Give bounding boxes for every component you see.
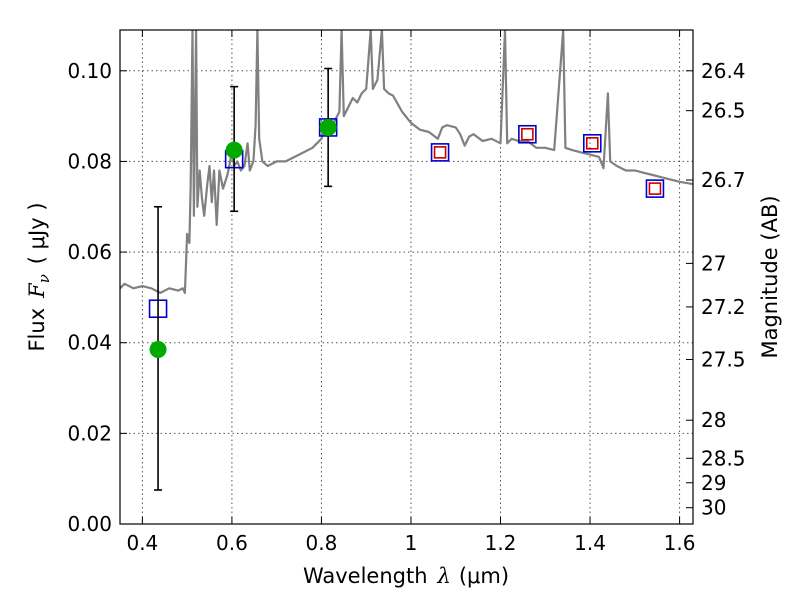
nir-photometry-square [585,137,599,150]
model-photometry-square [430,143,450,162]
magnitude-tick-label: 27.5 [701,347,746,371]
x-axis-title: Wavelength λ (μm) [303,564,509,588]
magnitude-tick-label: 28 [701,408,726,432]
grid [120,30,693,525]
y-tick-label: 0.04 [67,331,112,355]
y-tick-label: 0.10 [67,59,112,83]
x-tick-label: 1.6 [664,531,696,555]
spectrum-layer [120,30,693,294]
magnitude-tick-label: 27.2 [701,295,746,319]
model-spectrum-line [120,30,693,294]
y-tick-label: 0.08 [67,149,112,173]
marker-layer [148,67,665,491]
magnitude-axis-title: Magnitude (AB) [758,195,782,358]
axis-ticks: 0.4 0.6 0.8 1 1.2 1.4 1.6 0.00 0.02 0.04 0.06 0.08 0… [67,30,746,555]
nir-photometry-square [521,127,534,141]
observed-photometry-point [319,118,337,136]
magnitude-tick-label: 26.7 [701,168,746,192]
model-photometry-square [518,124,537,144]
plot-frame [119,29,694,525]
x-tick-label: 0.6 [216,531,248,555]
magnitude-tick-label: 28.5 [701,446,746,470]
observed-photometry-point [225,141,243,159]
x-tick-label: 1.2 [485,531,517,555]
observed-photometry-point [149,341,167,359]
model-photometry-square [645,179,665,198]
model-photometry-square [582,134,602,153]
magnitude-tick-label: 30 [701,496,726,520]
magnitude-tick-label: 27 [701,251,726,275]
y-axis-title: FluxFν( μJy ) [25,202,53,351]
y-tick-label: 0.06 [67,240,112,264]
nir-photometry-square [648,182,662,195]
magnitude-tick-label: 26.4 [701,59,746,83]
y-tick-label: 0.02 [67,421,112,445]
x-tick-label: 0.4 [126,531,158,555]
x-tick-label: 0.8 [306,531,338,555]
x-tick-label: 1.4 [574,531,606,555]
y-tick-label: 0.00 [67,512,112,536]
x-tick-label: 1 [405,531,418,555]
nir-photometry-square [433,146,447,159]
magnitude-tick-label: 29 [701,471,726,495]
magnitude-tick-label: 26.5 [701,99,746,123]
